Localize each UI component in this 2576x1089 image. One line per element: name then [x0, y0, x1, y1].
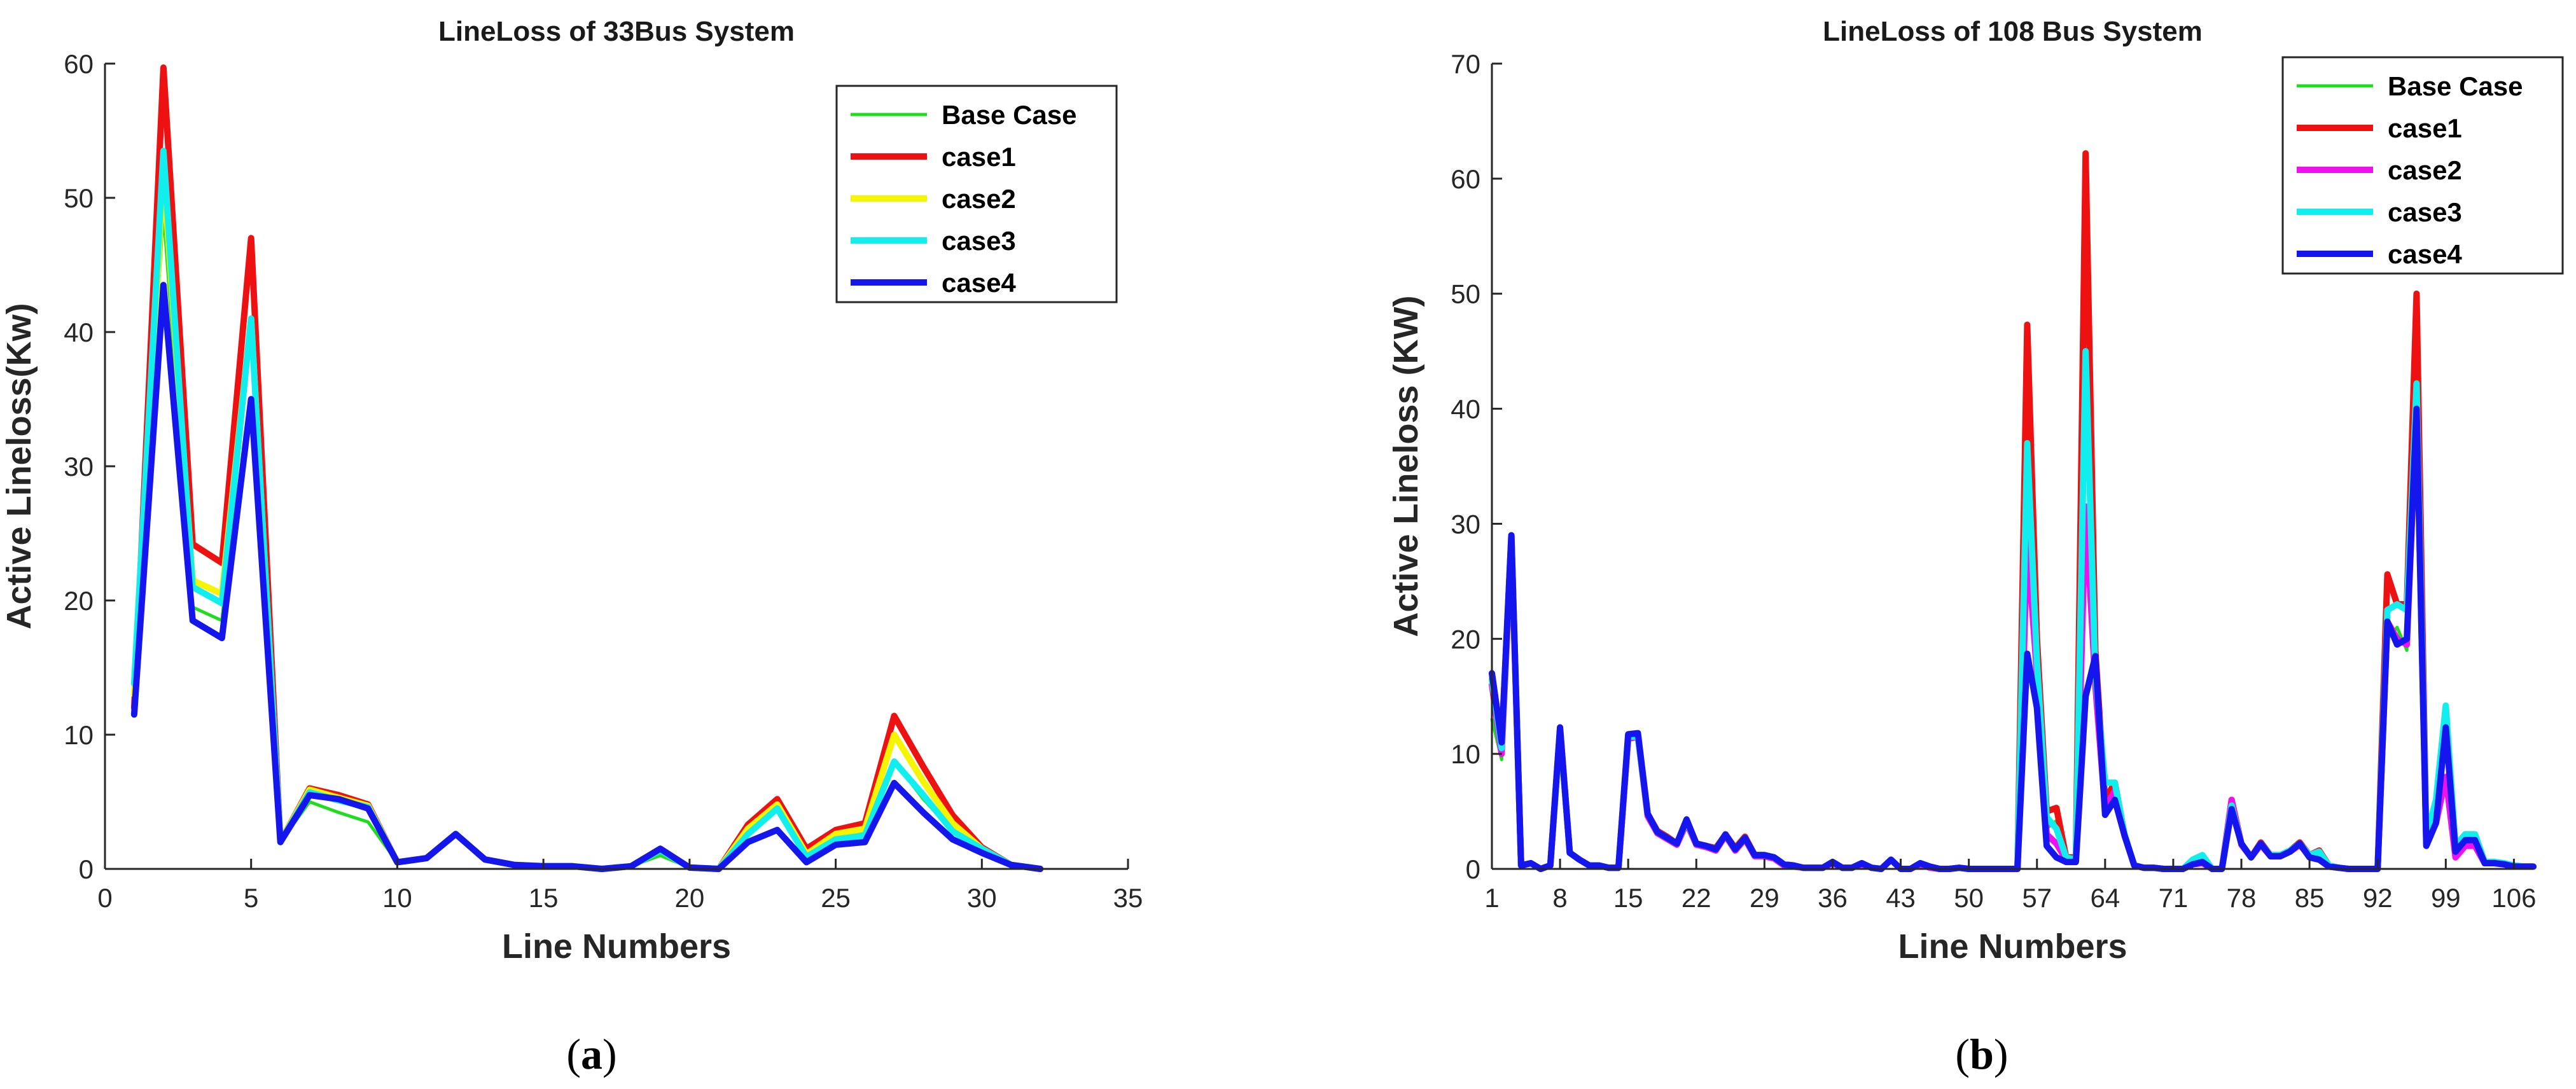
x-tick-label: 15 — [1613, 883, 1643, 913]
legend-box — [2281, 56, 2564, 275]
x-tick-label: 0 — [97, 883, 112, 913]
y-tick-label: 50 — [1451, 279, 1480, 309]
series-line-case4 — [130, 282, 1044, 872]
legend-label: case1 — [2388, 113, 2462, 143]
chart-title: LineLoss of 33Bus System — [438, 16, 795, 47]
y-axis-label: Active Lineloss (KW) — [1387, 295, 1425, 637]
x-tick-label: 71 — [2159, 883, 2189, 913]
chart-b-108bus: LineLoss of 108 Bus System 1 8 15 22 29 36 43 50… — [1387, 16, 2564, 1078]
y-tick-label: 20 — [1451, 624, 1480, 654]
x-tick-label: 50 — [1954, 883, 1984, 913]
x-tick-label: 8 — [1552, 883, 1567, 913]
panel-caption: (b) — [1955, 1030, 2008, 1078]
x-tick-label: 1 — [1484, 883, 1499, 913]
chart-a-33bus: LineLoss of 33Bus System 0 5 10 15 20 25 30 35 0 1… — [0, 16, 1143, 1078]
x-axis-label: Line Numbers — [1898, 927, 2127, 966]
x-tick-label: 25 — [821, 883, 851, 913]
x-tick-label: 85 — [2295, 883, 2325, 913]
legend-label: case4 — [2388, 239, 2462, 269]
legend-label: case3 — [942, 226, 1016, 256]
x-tick-label: 99 — [2431, 883, 2461, 913]
legend-label: case2 — [2388, 155, 2462, 185]
y-tick-label: 50 — [64, 183, 94, 213]
x-tick-label: 10 — [382, 883, 412, 913]
y-tick-label: 0 — [79, 854, 94, 884]
y-tick-label: 40 — [1451, 394, 1480, 424]
x-axis-label: Line Numbers — [502, 927, 731, 966]
y-tick-label: 30 — [1451, 509, 1480, 539]
chart-title: LineLoss of 108 Bus System — [1823, 16, 2203, 47]
y-tick-label: 0 — [1466, 854, 1480, 884]
y-tick-label: 70 — [1451, 49, 1480, 79]
y-axis-label: Active Lineloss(Kw) — [0, 303, 38, 629]
legend-label: case2 — [942, 184, 1016, 214]
y-tick-label: 60 — [64, 49, 94, 79]
x-tick-label: 92 — [2363, 883, 2393, 913]
x-tick-label: 30 — [967, 883, 997, 913]
x-tick-label: 22 — [1681, 883, 1711, 913]
legend-label: Base Case — [2388, 71, 2523, 101]
legend-label: case3 — [2388, 197, 2462, 227]
panel-caption: (a) — [566, 1030, 616, 1078]
x-tick-label: 20 — [674, 883, 704, 913]
y-tick-label: 10 — [64, 720, 94, 750]
y-tick-label: 40 — [64, 317, 94, 347]
x-tick-label: 78 — [2227, 883, 2257, 913]
y-tick-label: 20 — [64, 586, 94, 616]
x-tick-label: 35 — [1113, 883, 1143, 913]
x-tick-label: 64 — [2090, 883, 2120, 913]
x-tick-label: 36 — [1818, 883, 1848, 913]
series-lines — [130, 64, 1044, 872]
x-tick-label: 29 — [1750, 883, 1779, 913]
legend: Base Case case1 case2 case3 case4 — [835, 85, 1118, 303]
y-tick-label: 10 — [1451, 739, 1480, 769]
x-tick-label: 5 — [244, 883, 258, 913]
x-tick-label: 57 — [2022, 883, 2052, 913]
y-tick-label: 60 — [1451, 164, 1480, 194]
legend-label: Base Case — [942, 100, 1076, 130]
legend-label: case4 — [942, 268, 1016, 298]
legend: Base Case case1 case2 case3 case4 — [2281, 56, 2564, 275]
x-tick-label: 15 — [529, 883, 559, 913]
x-tick-label: 106 — [2491, 883, 2536, 913]
legend-label: case1 — [942, 142, 1016, 172]
y-tick-label: 30 — [64, 452, 94, 482]
x-tick-label: 43 — [1886, 883, 1916, 913]
legend-box — [835, 85, 1118, 303]
